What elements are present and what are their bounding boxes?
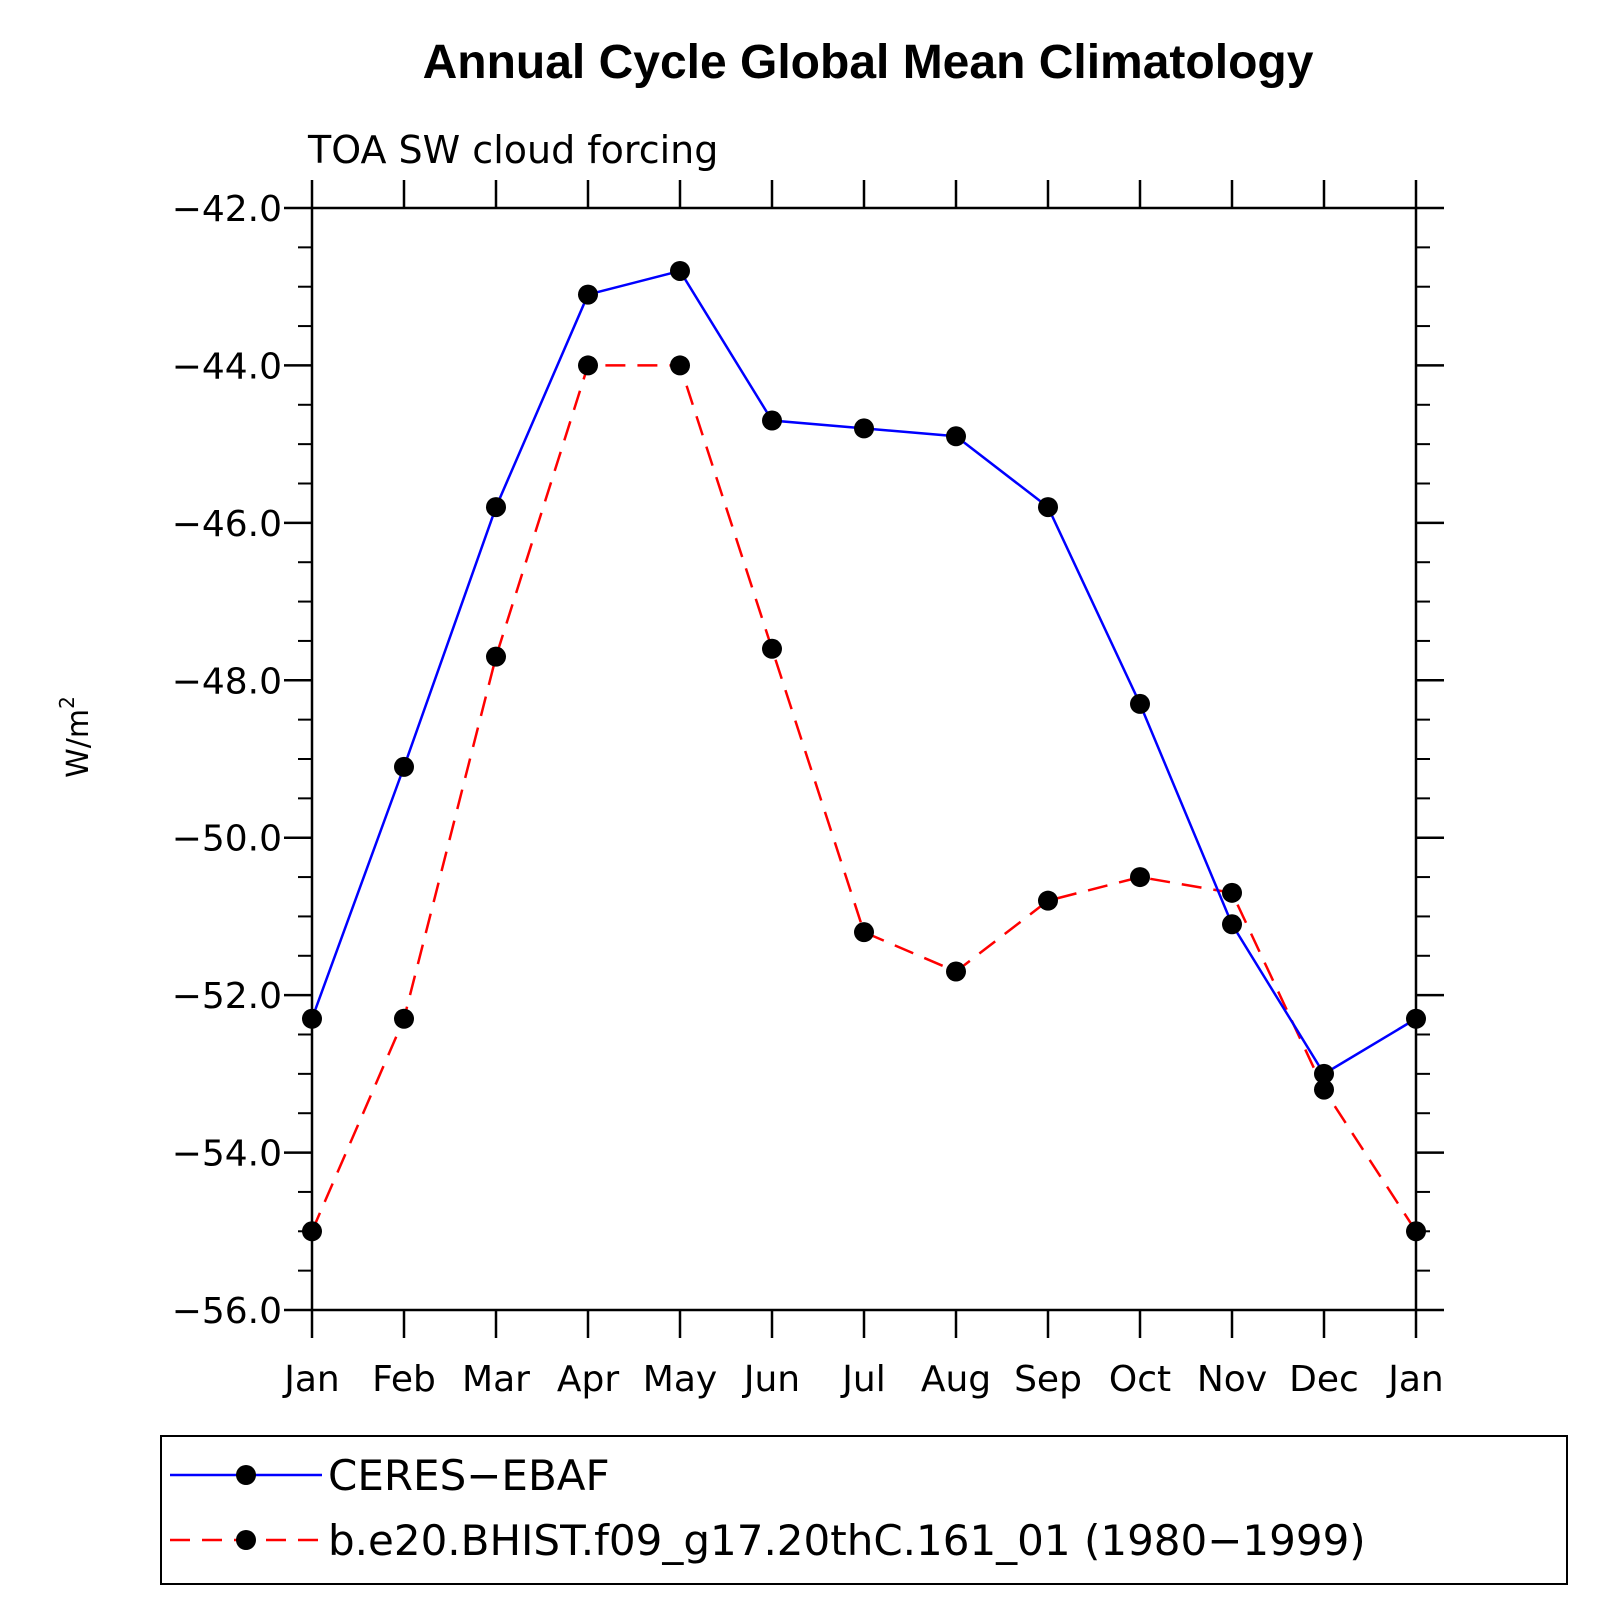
y-tick-label: −42.0 — [172, 189, 282, 230]
y-axis-label-main: W/m — [61, 709, 96, 778]
series-marker — [762, 638, 782, 659]
y-axis-label: W/m2 — [55, 696, 96, 778]
y-tick-label: −44.0 — [172, 346, 282, 387]
series-marker — [946, 961, 966, 982]
y-tick-label: −46.0 — [172, 504, 282, 545]
y-tick-label: −50.0 — [172, 819, 282, 860]
series-marker — [762, 410, 782, 431]
legend-marker — [236, 1530, 256, 1550]
x-tick-label: Jan — [1386, 1359, 1444, 1400]
series-marker — [1130, 867, 1150, 888]
y-axis-label-superscript: 2 — [55, 696, 79, 709]
series-marker — [1222, 882, 1242, 903]
legend-label: CERES−EBAF — [328, 1451, 610, 1500]
legend-marker — [236, 1465, 256, 1485]
x-tick-label: Aug — [921, 1359, 991, 1400]
series-marker — [578, 284, 598, 305]
x-tick-label: Sep — [1014, 1359, 1082, 1400]
series-marker — [394, 1008, 414, 1029]
series-marker — [394, 756, 414, 777]
series-line — [310, 269, 1417, 1076]
legend-label: b.e20.BHIST.f09_g17.20thC.161_01 (1980−1… — [328, 1516, 1366, 1565]
series-marker — [1130, 693, 1150, 714]
y-tick-label: −48.0 — [172, 661, 282, 702]
series-marker — [670, 260, 690, 281]
x-tick-label: Mar — [462, 1359, 530, 1400]
series-marker — [1038, 497, 1058, 518]
legend-entries: CERES−EBAF b.e20.BHIST.f09_g17.20thC.161_… — [170, 1451, 1366, 1565]
series-marker — [946, 426, 966, 447]
x-tick-label: Feb — [372, 1359, 436, 1400]
series-marker — [670, 355, 690, 376]
x-tick-label: Jan — [282, 1359, 340, 1400]
x-tick-label: Apr — [557, 1359, 619, 1400]
x-tick-label: Oct — [1109, 1359, 1171, 1400]
x-tick-labels: Jan Feb Mar Apr May Jun Jul Aug Sep Oct Nov Dec Jan — [282, 1359, 1444, 1400]
series-marker — [1222, 914, 1242, 935]
x-tick-label: May — [643, 1359, 717, 1400]
series-layer — [302, 260, 1426, 1242]
legend-box — [160, 1435, 1568, 1585]
legend: CERES−EBAF b.e20.BHIST.f09_g17.20thC.161_… — [160, 1435, 1568, 1585]
chart-title: Annual Cycle Global Mean Climatology — [423, 36, 1314, 89]
series-marker — [1314, 1079, 1334, 1100]
y-tick-label: −52.0 — [172, 976, 282, 1017]
chart-subtitle: TOA SW cloud forcing — [307, 128, 718, 172]
x-tick-label: Jun — [742, 1359, 800, 1400]
series-marker — [578, 355, 598, 376]
x-tick-label: Dec — [1289, 1359, 1359, 1400]
series-marker — [486, 497, 506, 518]
x-tick-label: Nov — [1197, 1359, 1267, 1400]
x-tick-label: Jul — [840, 1359, 885, 1400]
series-marker — [854, 922, 874, 943]
series-marker — [1038, 890, 1058, 911]
series-marker — [486, 646, 506, 667]
axis-ticks — [284, 180, 1444, 1338]
series-line — [310, 364, 1418, 1232]
plot-frame — [310, 206, 1418, 1312]
y-tick-labels: −42.0 −44.0 −46.0 −48.0 −50.0 −52.0 −54.0 −56.0 — [172, 189, 282, 1332]
y-tick-label: −56.0 — [172, 1291, 282, 1332]
series-marker — [1314, 1063, 1334, 1084]
series-marker — [854, 418, 874, 439]
y-tick-label: −54.0 — [172, 1134, 282, 1175]
